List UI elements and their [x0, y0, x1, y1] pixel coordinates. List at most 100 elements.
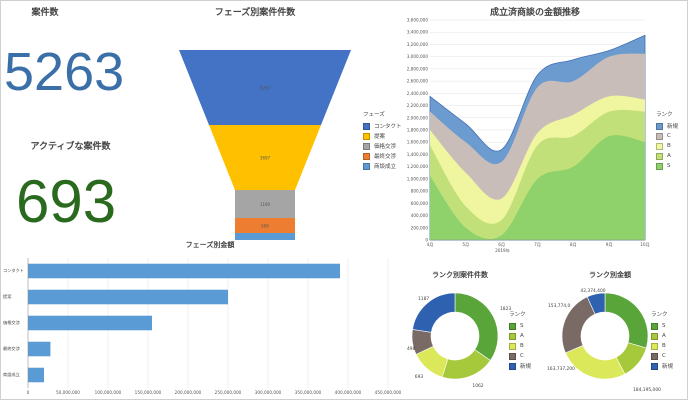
donut-amount-legend-swatch	[651, 322, 658, 330]
area-y-tick: 1,800,000	[407, 128, 429, 133]
donut-count-legend-label: 新規	[520, 364, 532, 370]
donut-count-legend-item[interactable]: C	[509, 351, 531, 361]
funnel-legend-label: 最終交渉	[374, 154, 397, 160]
donut-count-legend-swatch	[509, 342, 516, 350]
area-series-S	[430, 135, 645, 240]
funnel-legend-swatch	[363, 142, 370, 150]
funnel-legend-label: 商談成立	[374, 164, 397, 170]
donut-count-slice-S	[454, 292, 499, 361]
area-x-tick: 10月	[640, 242, 650, 248]
donut-count-data-label: 1187	[418, 296, 429, 302]
funnel-legend-item[interactable]: 提案	[363, 131, 402, 141]
bar-3	[28, 315, 152, 331]
area-chart-title: 成立済商談の金額推移	[489, 8, 580, 18]
donut-amount-legend-item[interactable]: C	[651, 351, 673, 361]
area-legend-item[interactable]: C	[656, 131, 678, 141]
bar-category-label: 提案	[3, 293, 12, 300]
funnel-legend-label: 提案	[374, 134, 386, 140]
donut-amount-legend-item[interactable]: S	[651, 321, 673, 331]
donut-count-legend-label: B	[520, 343, 524, 349]
funnel-legend-item[interactable]: 価格交渉	[363, 141, 402, 151]
donut-count-legend-swatch	[509, 332, 516, 340]
funnel-legend: フェーズ コンタクト 提案 価格交渉 最終交渉 商談成立	[363, 110, 402, 171]
cases-value: 5263	[4, 42, 125, 102]
area-x-tick: 5月	[462, 242, 469, 248]
donut-amount-data-label: 163,737,200	[547, 366, 575, 372]
donut-amount-chart: 184,195,000 163,737,200 153,774,0 42,374,40…	[547, 288, 661, 393]
donut-amount-legend-label: B	[662, 343, 666, 349]
donut-amount-data-label: 184,195,000	[633, 387, 661, 393]
bar-category-label: 商談成立	[3, 371, 20, 378]
funnel-legend-swatch	[363, 162, 370, 170]
area-legend-swatch	[656, 142, 663, 150]
donut-count-legend-swatch	[509, 322, 516, 330]
donut-amount-legend-label: S	[662, 323, 666, 329]
donut-count-legend-item[interactable]: 新規	[509, 361, 531, 371]
donut-count-legend-item[interactable]: B	[509, 341, 531, 351]
donut-count-title: ランク別案件件数	[432, 271, 488, 279]
donut-amount-legend-item[interactable]: A	[651, 331, 673, 341]
donut-count-legend-title: ランク	[509, 312, 526, 318]
bar-x-tick: 0	[27, 390, 30, 395]
donut-amount-legend-item[interactable]: 新規	[651, 361, 673, 371]
area-x-tick: 8月	[570, 242, 577, 248]
funnel-legend-label: 価格交渉	[374, 144, 397, 150]
donut-amount-slice-新規	[586, 292, 606, 315]
bar-x-tick: 150,000,000	[135, 390, 162, 395]
donut-amount-legend-swatch	[651, 362, 658, 370]
area-y-tick: 1,000,000	[407, 176, 429, 181]
area-y-tick: 400,000	[411, 213, 429, 218]
bar-4	[28, 341, 51, 357]
donut-amount-data-label: 42,374,400	[580, 288, 605, 294]
funnel-value-label: 3697	[260, 156, 271, 161]
area-y-tick: 3,200,000	[407, 42, 429, 47]
area-x-label: 2019年	[495, 247, 510, 254]
funnel-legend-item[interactable]: 商談成立	[363, 161, 402, 171]
funnel-value-label: 5263	[260, 86, 271, 91]
area-legend-label: 新規	[667, 124, 679, 130]
donut-count-legend-item[interactable]: S	[509, 321, 531, 331]
bar-x-tick: 100,000,000	[95, 390, 122, 395]
area-legend-item[interactable]: A	[656, 151, 678, 161]
funnel-legend-swatch	[363, 122, 370, 130]
area-legend-label: A	[667, 153, 671, 159]
area-legend-label: S	[667, 163, 671, 169]
area-legend-item[interactable]: B	[656, 141, 678, 151]
area-chart: 0 200,000 400,000 600,000 800,000 1,000,000 1,…	[407, 18, 650, 255]
donut-count-legend-item[interactable]: A	[509, 331, 531, 341]
bar-category-label: 最終交渉	[3, 345, 21, 352]
bar-x-tick: 400,000,000	[335, 390, 362, 395]
area-legend-item[interactable]: S	[656, 161, 678, 171]
donut-amount-slice-S	[604, 292, 649, 349]
bar-chart-title: フェーズ別金額	[185, 241, 235, 249]
bar-x-tick: 300,000,000	[255, 390, 282, 395]
area-y-tick: 200,000	[411, 225, 429, 230]
active-cases-title: アクティブな案件数	[30, 142, 111, 152]
area-chart-legend: ランク 新規 C B A S	[656, 110, 678, 171]
donut-amount-legend: ランク S A B C 新規	[651, 310, 673, 371]
bar-x-tick: 50,000,000	[56, 390, 80, 395]
area-x-tick: 7月	[534, 242, 541, 248]
area-y-tick: 3,600,000	[407, 18, 429, 23]
donut-count-slice-新規	[412, 292, 456, 333]
funnel-legend-item[interactable]: コンタクト	[363, 121, 402, 131]
donut-amount-legend-label: A	[662, 333, 666, 339]
donut-count-data-label: 693	[415, 374, 424, 380]
bar-5	[28, 367, 44, 383]
funnel-segment-3	[235, 190, 295, 218]
area-y-tick: 1,600,000	[407, 140, 429, 145]
donut-amount-slice-B	[565, 345, 626, 380]
bar-x-tick: 200,000,000	[175, 390, 202, 395]
area-legend-item[interactable]: 新規	[656, 121, 678, 131]
area-y-tick: 2,600,000	[407, 79, 429, 84]
donut-count-data-label: 1823	[500, 306, 511, 312]
donut-amount-data-label: 153,774,0	[548, 303, 571, 309]
bar-x-tick: 350,000,000	[295, 390, 322, 395]
area-y-tick: 800,000	[411, 189, 429, 194]
donut-amount-legend-swatch	[651, 352, 658, 360]
funnel-legend-item[interactable]: 最終交渉	[363, 151, 402, 161]
funnel-legend-swatch	[363, 152, 370, 160]
active-cases-value: 693	[16, 168, 117, 235]
donut-amount-legend-item[interactable]: B	[651, 341, 673, 351]
area-legend-swatch	[656, 122, 663, 130]
